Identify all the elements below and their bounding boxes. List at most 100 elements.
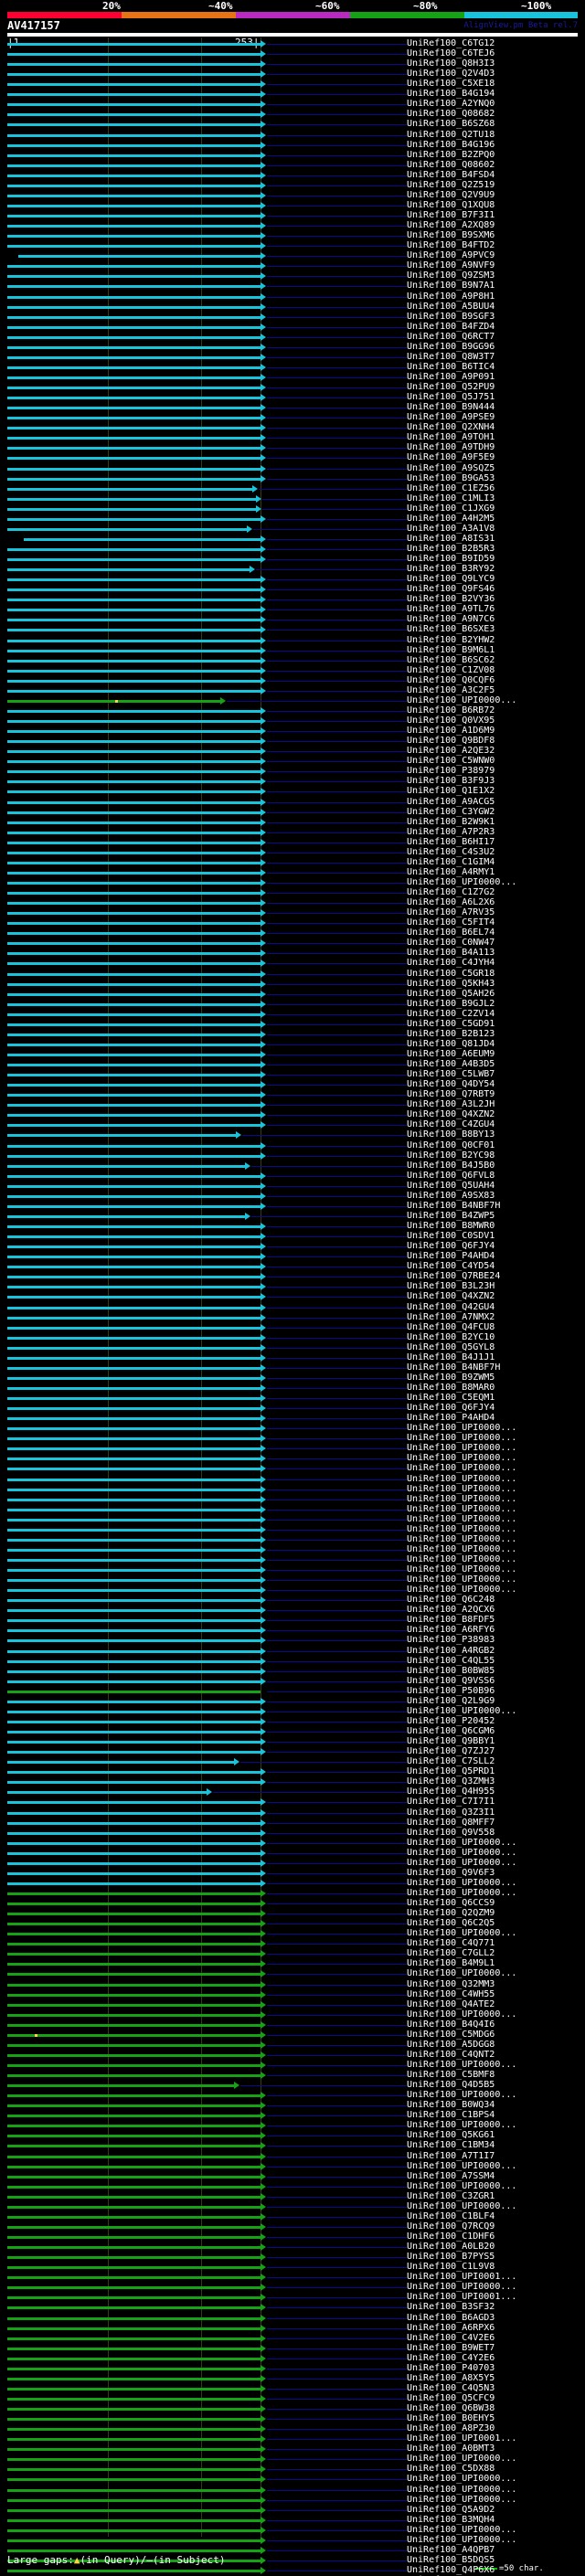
- alignment-hit-row[interactable]: [7, 650, 261, 652]
- alignment-hit-row[interactable]: [7, 952, 261, 955]
- hit-label[interactable]: UniRef100_Q08602: [407, 160, 495, 170]
- alignment-hit-row[interactable]: [7, 790, 261, 793]
- alignment-hit-row[interactable]: [7, 1327, 261, 1330]
- alignment-hit-row[interactable]: [7, 882, 261, 885]
- hit-label[interactable]: UniRef100_B9N7A1: [407, 281, 495, 291]
- alignment-hit-row[interactable]: [7, 2549, 261, 2552]
- alignment-hit-row[interactable]: [7, 2246, 261, 2249]
- hit-label[interactable]: UniRef100_P50B96: [407, 1686, 495, 1696]
- hit-label[interactable]: UniRef100_B2YC10: [407, 1332, 495, 1342]
- hit-label[interactable]: UniRef100_B2B5R3: [407, 544, 495, 554]
- hit-label[interactable]: UniRef100_Q6FJY4: [407, 1241, 495, 1251]
- hit-label[interactable]: UniRef100_B0BW85: [407, 1666, 495, 1676]
- alignment-hit-row[interactable]: [7, 760, 261, 763]
- alignment-hit-row[interactable]: [7, 225, 261, 228]
- hit-label[interactable]: UniRef100_UPI0000...: [407, 1423, 517, 1433]
- alignment-hit-row[interactable]: [7, 1367, 261, 1370]
- hit-label[interactable]: UniRef100_Q3Z3I1: [407, 1807, 495, 1818]
- alignment-hit-row[interactable]: [7, 2094, 261, 2097]
- alignment-hit-row[interactable]: [7, 1084, 261, 1087]
- alignment-hit-row[interactable]: [7, 1064, 261, 1066]
- hit-label[interactable]: UniRef100_C4WH55: [407, 1989, 495, 1999]
- alignment-hit-row[interactable]: [7, 1377, 261, 1380]
- hit-label[interactable]: UniRef100_UPI0000...: [407, 1878, 517, 1888]
- hit-label[interactable]: UniRef100_Q5UAH4: [407, 1181, 495, 1191]
- hit-label[interactable]: UniRef100_B4NBF7H: [407, 1201, 501, 1211]
- hit-label[interactable]: UniRef100_A5DGG8: [407, 2040, 495, 2050]
- hit-label[interactable]: UniRef100_B6SXE3: [407, 624, 495, 634]
- hit-label[interactable]: UniRef100_Q5J751: [407, 392, 495, 402]
- hit-label[interactable]: UniRef100_B8BY13: [407, 1129, 495, 1140]
- hit-label[interactable]: UniRef100_B9GJL2: [407, 999, 495, 1009]
- alignment-hit-row[interactable]: [7, 63, 261, 66]
- alignment-hit-row[interactable]: [7, 103, 261, 106]
- alignment-hit-row[interactable]: [7, 811, 261, 814]
- hit-label[interactable]: UniRef100_C3YGW2: [407, 807, 495, 817]
- alignment-hit-row[interactable]: [7, 1579, 261, 1582]
- alignment-hit-row[interactable]: [7, 2206, 261, 2209]
- alignment-hit-row[interactable]: [7, 1337, 261, 1340]
- hit-label[interactable]: UniRef100_B8MWR0: [407, 1221, 495, 1231]
- hit-label[interactable]: UniRef100_B4NBF7H: [407, 1362, 501, 1373]
- hit-label[interactable]: UniRef100_B2W9K1: [407, 817, 495, 827]
- hit-label[interactable]: UniRef100_A8X5Y5: [407, 2373, 495, 2383]
- alignment-hit-row[interactable]: [7, 1266, 261, 1268]
- hit-label[interactable]: UniRef100_A9TOH1: [407, 432, 495, 442]
- alignment-hit-row[interactable]: [7, 2266, 261, 2269]
- alignment-hit-row[interactable]: [7, 2570, 261, 2572]
- hit-label[interactable]: UniRef100_B3SF32: [407, 2302, 495, 2312]
- hit-label[interactable]: UniRef100_C6TG12: [407, 38, 495, 48]
- hit-label[interactable]: UniRef100_B9N444: [407, 402, 495, 412]
- alignment-hit-row[interactable]: [7, 629, 261, 631]
- alignment-hit-row[interactable]: [7, 185, 261, 187]
- alignment-hit-row[interactable]: [7, 2135, 261, 2137]
- alignment-hit-row[interactable]: [7, 376, 261, 379]
- hit-label[interactable]: UniRef100_A4QPB7: [407, 2545, 495, 2555]
- alignment-hit-row[interactable]: [7, 1205, 261, 1208]
- alignment-hit-row[interactable]: [7, 852, 261, 854]
- alignment-hit-row[interactable]: [7, 1832, 261, 1835]
- hit-label[interactable]: UniRef100_A7NMX2: [407, 1312, 495, 1322]
- alignment-hit-row[interactable]: [7, 2054, 261, 2057]
- hit-label[interactable]: UniRef100_A9PVC9: [407, 250, 495, 260]
- hit-label[interactable]: UniRef100_A9SQZ5: [407, 463, 495, 473]
- hit-label[interactable]: UniRef100_B4M9L1: [407, 1958, 495, 1968]
- hit-label[interactable]: UniRef100_Q4XZN2: [407, 1109, 495, 1119]
- hit-label[interactable]: UniRef100_B4J1J1: [407, 1352, 495, 1362]
- alignment-hit-row[interactable]: [7, 2529, 261, 2532]
- alignment-hit-row[interactable]: [7, 417, 261, 419]
- alignment-hit-row[interactable]: [7, 2034, 261, 2037]
- hit-label[interactable]: UniRef100_C5EQM1: [407, 1393, 495, 1403]
- hit-label[interactable]: UniRef100_UPI0000...: [407, 1494, 517, 1504]
- hit-label[interactable]: UniRef100_Q4P6X6: [407, 2565, 495, 2575]
- alignment-hit-row[interactable]: [7, 1509, 261, 1511]
- hit-label[interactable]: UniRef100_B7PYS5: [407, 2252, 495, 2262]
- alignment-hit-row[interactable]: [7, 1822, 261, 1825]
- alignment-hit-row[interactable]: [7, 53, 261, 56]
- hit-label[interactable]: UniRef100_P38983: [407, 1635, 495, 1645]
- hit-label[interactable]: UniRef100_UPI0000...: [407, 2181, 517, 2191]
- hit-label[interactable]: UniRef100_C1ZV08: [407, 665, 495, 675]
- alignment-hit-row[interactable]: [7, 710, 261, 713]
- hit-label[interactable]: UniRef100_Q1E1X2: [407, 786, 495, 796]
- hit-label[interactable]: UniRef100_C5BMF8: [407, 2070, 495, 2080]
- hit-label[interactable]: UniRef100_A4RMY1: [407, 867, 495, 877]
- hit-label[interactable]: UniRef100_B2YHW2: [407, 635, 495, 645]
- alignment-hit-row[interactable]: [7, 2378, 261, 2380]
- alignment-hit-row[interactable]: [7, 154, 261, 157]
- alignment-hit-row[interactable]: [7, 2509, 261, 2512]
- alignment-hit-row[interactable]: [7, 2337, 261, 2340]
- hit-label[interactable]: UniRef100_Q81JD4: [407, 1039, 495, 1049]
- alignment-hit-row[interactable]: [7, 488, 261, 491]
- hit-label[interactable]: UniRef100_C1BPS4: [407, 2110, 495, 2120]
- hit-label[interactable]: UniRef100_UPI0000...: [407, 1453, 517, 1463]
- hit-label[interactable]: UniRef100_Q4H955: [407, 1786, 495, 1797]
- hit-label[interactable]: UniRef100_Q1XQU8: [407, 200, 495, 210]
- alignment-hit-row[interactable]: [7, 1781, 261, 1784]
- alignment-hit-row[interactable]: [7, 2156, 261, 2158]
- alignment-hit-row[interactable]: [7, 1104, 261, 1107]
- alignment-hit-row[interactable]: [7, 235, 261, 238]
- alignment-hit-row[interactable]: [7, 2064, 261, 2067]
- hit-label[interactable]: UniRef100_UPI0001...: [407, 2272, 517, 2282]
- hit-label[interactable]: UniRef100_UPI0000...: [407, 1858, 517, 1868]
